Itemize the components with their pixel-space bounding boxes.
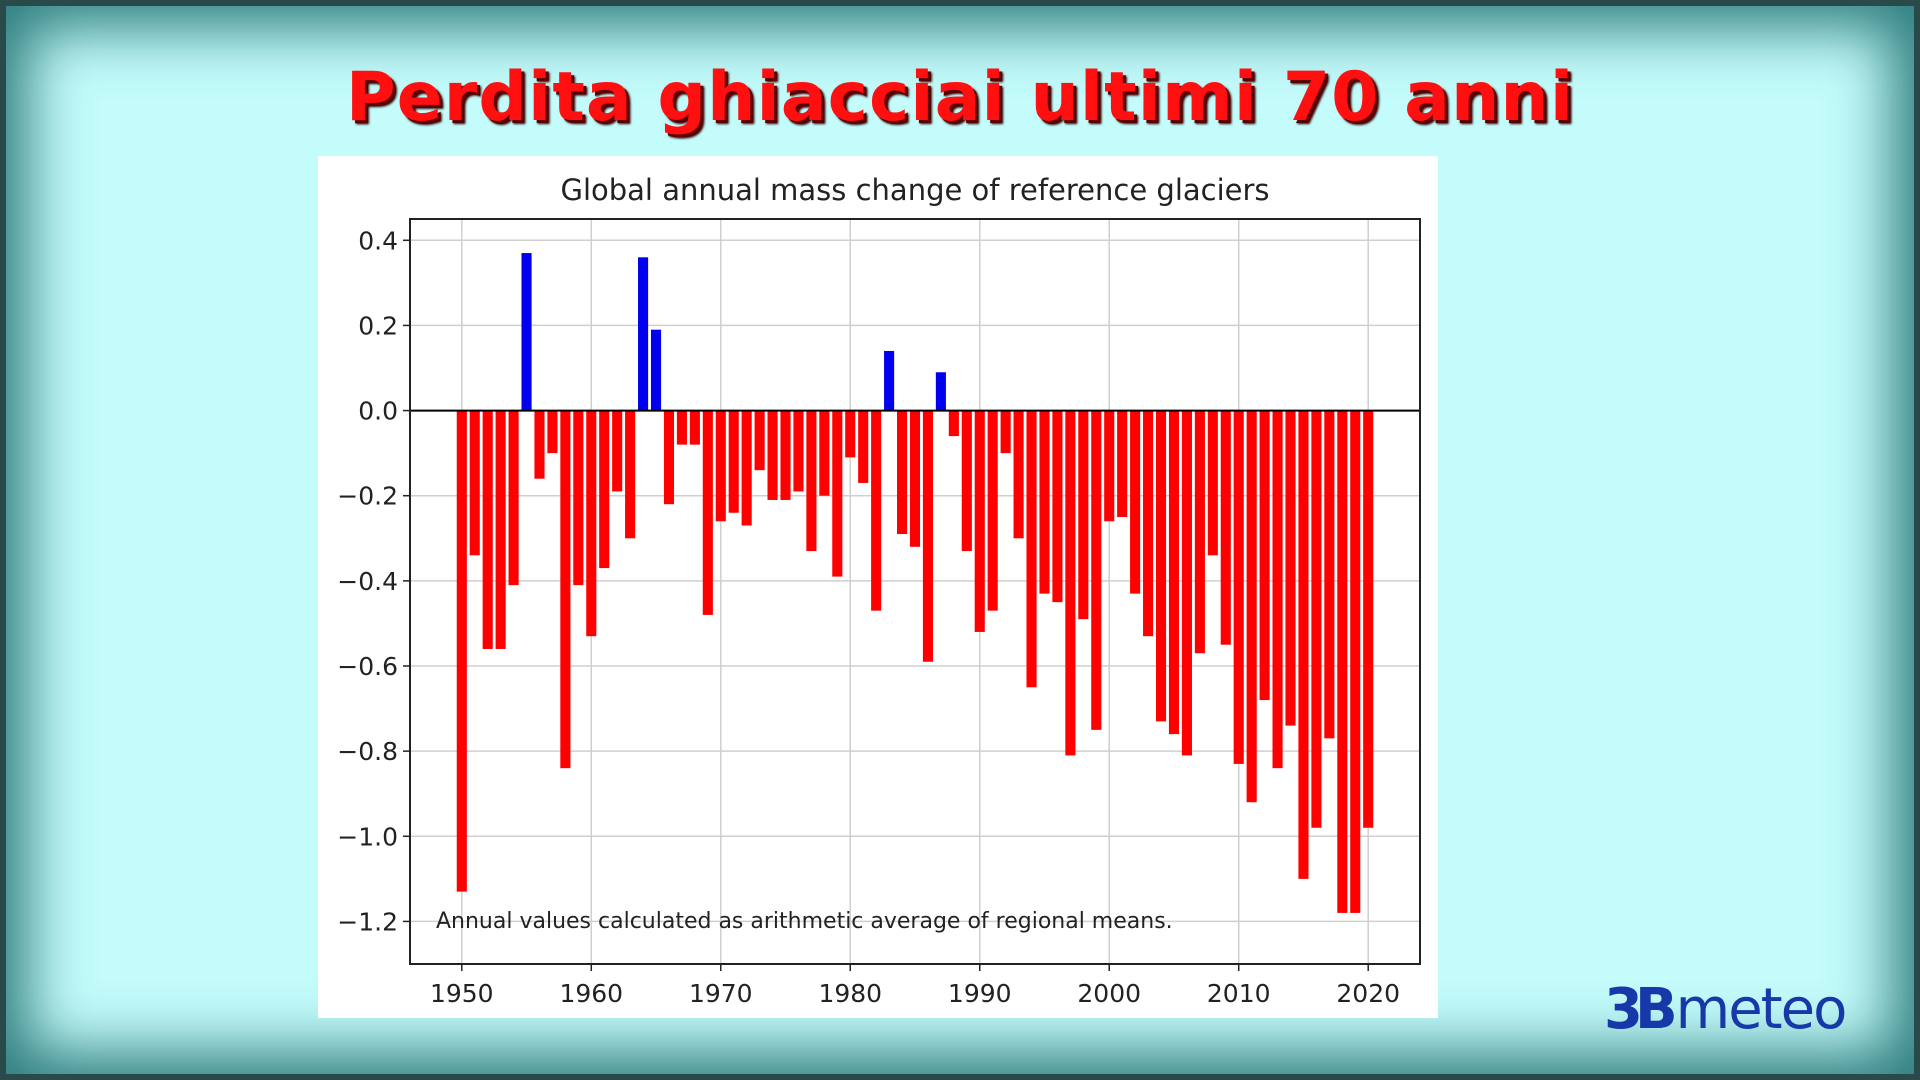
bar-1999: [1091, 410, 1102, 730]
bar-2001: [1117, 410, 1128, 517]
bar-1981: [858, 410, 869, 483]
bar-1959: [573, 410, 584, 586]
bar-1986: [922, 410, 933, 662]
bar-2007: [1194, 410, 1205, 654]
bar-2019: [1350, 410, 1361, 913]
y-tick-label: −0.2: [337, 482, 398, 511]
y-tick-label: −1.0: [337, 822, 398, 851]
bar-1993: [1013, 410, 1024, 539]
bar-2016: [1311, 410, 1322, 828]
x-tick-label: 1960: [559, 979, 623, 1008]
bar-1960: [586, 410, 597, 637]
x-tick-label: 1950: [430, 979, 494, 1008]
y-tick-label: −0.8: [337, 737, 398, 766]
bar-1967: [676, 410, 687, 445]
bar-1964: [638, 257, 649, 411]
bar-2011: [1246, 410, 1257, 803]
bar-1968: [689, 410, 700, 445]
x-tick-label: 2010: [1207, 979, 1271, 1008]
bar-2000: [1104, 410, 1115, 522]
bar-1973: [754, 410, 765, 471]
y-tick-label: −1.2: [337, 907, 398, 936]
bar-1950: [456, 410, 467, 892]
bar-1976: [793, 410, 804, 492]
bar-1982: [871, 410, 882, 611]
bar-1956: [534, 410, 545, 479]
bar-1977: [806, 410, 817, 552]
bar-1972: [741, 410, 752, 526]
bar-2012: [1259, 410, 1270, 701]
x-tick-label: 2020: [1336, 979, 1400, 1008]
bar-1998: [1078, 410, 1089, 620]
bar-1995: [1039, 410, 1050, 594]
chart-title: Global annual mass change of reference g…: [560, 173, 1269, 207]
bar-2003: [1143, 410, 1154, 637]
bar-2002: [1130, 410, 1141, 594]
bar-1997: [1065, 410, 1076, 756]
bar-1955: [521, 253, 532, 411]
bar-1961: [599, 410, 610, 569]
bar-1953: [495, 410, 506, 649]
bar-1978: [819, 410, 830, 496]
bar-1983: [884, 350, 895, 411]
bar-1989: [961, 410, 972, 552]
bar-2013: [1272, 410, 1283, 769]
slide-title: Perdita ghiacciai ultimi 70 anni: [345, 58, 1575, 137]
chart-panel: Global annual mass change of reference g…: [318, 156, 1438, 1018]
mass-change-chart: Global annual mass change of reference g…: [337, 173, 1421, 1008]
x-tick-label: 1980: [818, 979, 882, 1008]
y-tick-label: 0.4: [358, 226, 398, 255]
bar-1992: [1000, 410, 1011, 454]
bar-2006: [1181, 410, 1192, 756]
y-tick-label: 0.2: [358, 311, 398, 340]
bar-1962: [612, 410, 623, 492]
bar-1984: [897, 410, 908, 535]
bar-2018: [1337, 410, 1348, 913]
bar-1996: [1052, 410, 1063, 603]
bar-2009: [1220, 410, 1231, 645]
bar-2010: [1233, 410, 1244, 764]
x-tick-label: 2000: [1077, 979, 1141, 1008]
bar-1951: [469, 410, 480, 556]
bar-1979: [832, 410, 843, 577]
bar-2017: [1324, 410, 1335, 739]
bar-1952: [482, 410, 493, 649]
bar-1975: [780, 410, 791, 500]
axis-ticks: 1950 1960 1970 1980 1990 2000 2010 2020 0.4 0.2 0.…: [337, 226, 1400, 1008]
bar-1966: [663, 410, 675, 505]
bar-2004: [1155, 410, 1167, 722]
bar-1991: [987, 410, 998, 611]
bar-1970: [715, 410, 726, 522]
bar-1994: [1026, 410, 1037, 688]
y-tick-label: −0.6: [337, 652, 398, 681]
x-tick-label: 1970: [689, 979, 753, 1008]
brand-logo: 3B meteo: [1604, 977, 1848, 1042]
bars: [456, 253, 1374, 913]
bar-1957: [547, 410, 558, 454]
bar-1963: [625, 410, 636, 539]
logo-text: meteo: [1675, 977, 1848, 1042]
logo-mark: 3B: [1604, 977, 1678, 1042]
x-tick-label: 1990: [948, 979, 1012, 1008]
bar-2015: [1298, 410, 1309, 879]
y-tick-label: −0.4: [337, 567, 398, 596]
bar-1971: [728, 410, 739, 513]
y-tick-label: 0.0: [358, 397, 398, 426]
chart-annotation: Annual values calculated as arithmetic a…: [436, 909, 1173, 934]
bar-1969: [702, 410, 713, 615]
bar-1958: [560, 410, 571, 769]
bar-1985: [909, 410, 921, 547]
bar-1980: [845, 410, 856, 458]
bar-2005: [1168, 410, 1180, 735]
bar-2014: [1285, 410, 1296, 726]
bar-1988: [948, 410, 959, 437]
bar-1974: [767, 410, 778, 500]
bar-1954: [508, 410, 519, 586]
bar-1965: [650, 329, 662, 411]
plot-frame: [409, 218, 1421, 965]
bar-2008: [1207, 410, 1218, 556]
bar-1987: [935, 372, 946, 411]
bar-1990: [974, 410, 985, 632]
bar-2020: [1363, 410, 1374, 828]
